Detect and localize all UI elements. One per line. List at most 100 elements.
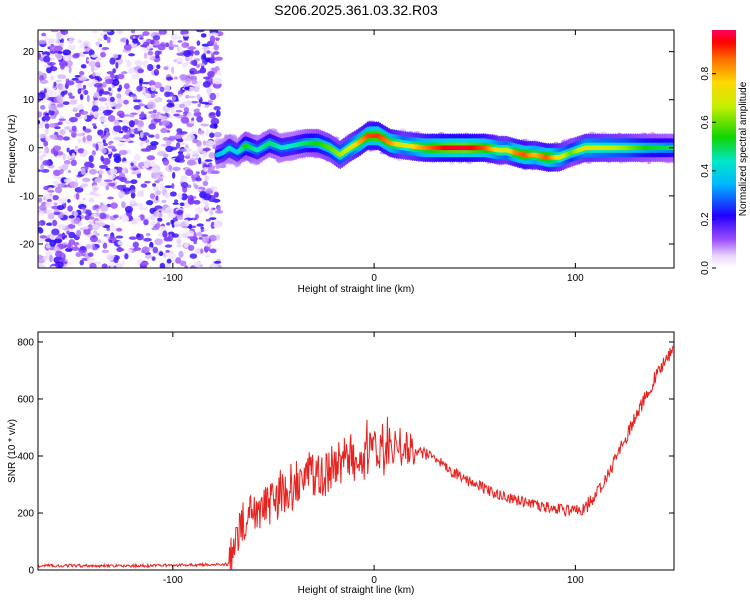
noise-blob bbox=[138, 77, 144, 84]
noise-blob bbox=[176, 35, 182, 40]
noise-blob bbox=[176, 128, 183, 134]
noise-blob bbox=[116, 248, 125, 252]
noise-blob bbox=[67, 231, 76, 239]
noise-blob bbox=[119, 176, 128, 182]
noise-blob bbox=[154, 238, 163, 246]
noise-blob bbox=[74, 187, 84, 193]
noise-blob bbox=[196, 188, 202, 192]
noise-blob bbox=[38, 264, 46, 268]
noise-blob bbox=[142, 31, 150, 36]
x-tick-label: -100 bbox=[163, 273, 183, 284]
noise-blob bbox=[121, 119, 130, 125]
noise-blob bbox=[93, 83, 103, 88]
noise-blob bbox=[83, 228, 91, 236]
noise-blob bbox=[206, 87, 213, 95]
x-tick-label: 100 bbox=[567, 575, 584, 586]
noise-blob bbox=[44, 35, 48, 41]
noise-blob bbox=[110, 103, 114, 107]
noise-blob bbox=[157, 217, 163, 221]
noise-blob bbox=[197, 157, 202, 165]
noise-blob bbox=[187, 236, 196, 239]
noise-blob bbox=[56, 103, 64, 108]
noise-blob bbox=[166, 252, 176, 260]
noise-blob bbox=[101, 249, 110, 254]
noise-blob bbox=[128, 120, 135, 128]
noise-blob bbox=[171, 66, 175, 74]
noise-blob bbox=[117, 240, 124, 246]
noise-blob bbox=[86, 58, 94, 62]
noise-blob bbox=[204, 254, 211, 258]
noise-blob bbox=[54, 186, 63, 194]
noise-blob bbox=[91, 150, 96, 156]
noise-blob bbox=[126, 61, 132, 68]
noise-blob bbox=[198, 237, 204, 240]
noise-blob bbox=[195, 177, 202, 182]
noise-blob bbox=[95, 143, 99, 151]
noise-blob bbox=[146, 101, 156, 110]
noise-blob bbox=[117, 97, 123, 105]
noise-blob bbox=[159, 115, 169, 120]
noise-blob bbox=[50, 148, 56, 155]
noise-blob bbox=[77, 104, 84, 110]
noise-blob bbox=[94, 220, 101, 224]
noise-blob bbox=[98, 164, 108, 169]
noise-blob bbox=[122, 134, 131, 139]
noise-blob bbox=[67, 205, 73, 212]
noise-blob bbox=[141, 246, 150, 254]
noise-blob bbox=[165, 139, 172, 146]
noise-blob bbox=[145, 200, 154, 206]
noise-blob bbox=[116, 184, 125, 190]
noise-blob bbox=[69, 180, 79, 188]
noise-blob bbox=[159, 86, 165, 93]
noise-blob bbox=[43, 140, 49, 147]
noise-blob bbox=[163, 262, 171, 268]
noise-blob bbox=[38, 39, 47, 45]
noise-blob bbox=[166, 222, 171, 226]
noise-blob bbox=[74, 75, 81, 78]
noise-blob bbox=[91, 123, 97, 126]
noise-blob bbox=[213, 105, 221, 111]
noise-blob bbox=[168, 135, 176, 142]
noise-blob bbox=[92, 143, 97, 148]
snr-plot-area bbox=[38, 345, 674, 570]
noise-blob bbox=[57, 224, 66, 230]
noise-blob bbox=[58, 118, 66, 122]
y-tick-label: -10 bbox=[20, 191, 35, 202]
noise-blob bbox=[163, 136, 169, 141]
noise-blob bbox=[64, 125, 71, 131]
noise-blob bbox=[209, 32, 219, 37]
noise-blob bbox=[202, 76, 211, 80]
noise-blob bbox=[184, 265, 188, 268]
noise-blob bbox=[62, 136, 70, 141]
noise-blob bbox=[195, 30, 205, 33]
noise-blob bbox=[172, 202, 179, 205]
noise-blob bbox=[41, 154, 46, 158]
noise-blob bbox=[203, 167, 209, 172]
noise-blob bbox=[56, 31, 62, 39]
noise-blob bbox=[83, 128, 92, 133]
noise-blob bbox=[68, 36, 74, 45]
noise-blob bbox=[152, 185, 160, 192]
noise-blob bbox=[204, 202, 209, 210]
noise-blob bbox=[94, 204, 99, 209]
noise-blob bbox=[163, 66, 169, 71]
noise-blob bbox=[80, 64, 87, 69]
noise-blob bbox=[93, 230, 98, 237]
noise-blob bbox=[102, 139, 106, 144]
noise-blob bbox=[42, 255, 49, 261]
noise-blob bbox=[161, 199, 167, 204]
noise-blob bbox=[79, 201, 85, 205]
noise-blob bbox=[117, 73, 125, 80]
noise-blob bbox=[61, 252, 65, 258]
noise-blob bbox=[56, 151, 64, 156]
noise-blob bbox=[66, 155, 72, 159]
noise-blob bbox=[177, 40, 183, 43]
noise-blob bbox=[136, 85, 143, 92]
noise-blob bbox=[40, 168, 50, 173]
noise-blob bbox=[164, 244, 173, 248]
noise-blob bbox=[83, 225, 89, 230]
noise-blob bbox=[59, 30, 66, 33]
noise-blob bbox=[68, 215, 75, 219]
noise-blob bbox=[172, 166, 181, 172]
noise-blob bbox=[179, 260, 187, 267]
